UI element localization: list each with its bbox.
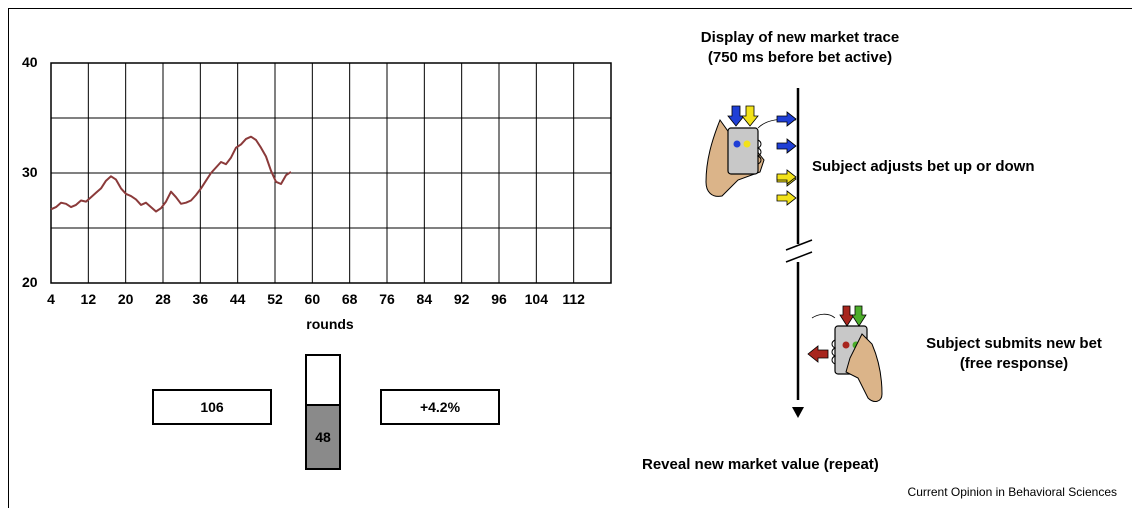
submit-button-arrow: [851, 305, 867, 327]
x-tick-label: 112: [562, 291, 585, 307]
timeline-break-mark: [785, 251, 813, 263]
x-tick-label: 60: [304, 291, 321, 307]
x-axis-title: rounds: [306, 316, 354, 332]
submit-button-arrow: [839, 305, 855, 327]
market-trace-line: [50, 135, 292, 213]
bet-gauge-value: 48: [315, 429, 331, 446]
x-tick-label: 20: [117, 291, 134, 307]
figure-frame: [8, 8, 1132, 508]
timeline-arrowhead: [792, 407, 804, 418]
timeline-break-mark: [785, 239, 813, 251]
submit-bet-line1: Subject submits new bet: [926, 335, 1102, 352]
bet-change-arrow: [776, 111, 797, 127]
y-tick-label: 20: [22, 274, 38, 290]
submit-bet-label: Subject submits new bet (free response): [926, 334, 1102, 374]
bet-change-arrow: [776, 138, 797, 154]
bet-amount-value: 106: [200, 399, 224, 415]
bet-gauge: 48: [305, 354, 341, 470]
y-tick-label: 30: [22, 164, 38, 180]
x-tick-label: 84: [416, 291, 433, 307]
bet-change-arrow: [776, 169, 797, 185]
x-tick-label: 92: [453, 291, 470, 307]
hand-submit-icon: [811, 313, 883, 402]
market-trace-chart: [50, 62, 612, 284]
x-tick-label: 36: [192, 291, 209, 307]
up-button-arrow: [727, 105, 745, 127]
x-tick-label: 104: [524, 291, 549, 307]
x-tick-label: 96: [491, 291, 507, 307]
trace-display-label: Display of new market trace (750 ms befo…: [701, 28, 899, 68]
return-value: +4.2%: [419, 399, 461, 415]
x-tick-label: 28: [155, 291, 171, 307]
bet-change-arrow: [776, 190, 797, 206]
x-tick-label: 68: [341, 291, 358, 307]
x-tick-label: 52: [267, 291, 283, 307]
x-tick-label: 4: [47, 291, 55, 307]
down-button-arrow: [741, 105, 759, 127]
x-tick-label: 12: [80, 291, 97, 307]
hand-adjust-icon: [705, 118, 797, 197]
submit-arrow: [807, 345, 829, 363]
reveal-value-label: Reveal new market value (repeat): [642, 456, 879, 473]
credit-text: Current Opinion in Behavioral Sciences: [907, 485, 1117, 499]
submit-bet-line2: (free response): [959, 355, 1069, 372]
bet-gauge-fill: 48: [307, 404, 339, 468]
x-tick-label: 44: [229, 291, 246, 307]
x-tick-label: 76: [379, 291, 395, 307]
adjust-bet-label: Subject adjusts bet up or down: [812, 158, 1035, 175]
bet-amount-box: 106: [152, 389, 272, 425]
trace-display-line1: Display of new market trace: [700, 29, 900, 46]
return-box: +4.2%: [380, 389, 500, 425]
y-tick-label: 40: [22, 54, 38, 70]
trace-display-line2: (750 ms before bet active): [707, 49, 893, 66]
